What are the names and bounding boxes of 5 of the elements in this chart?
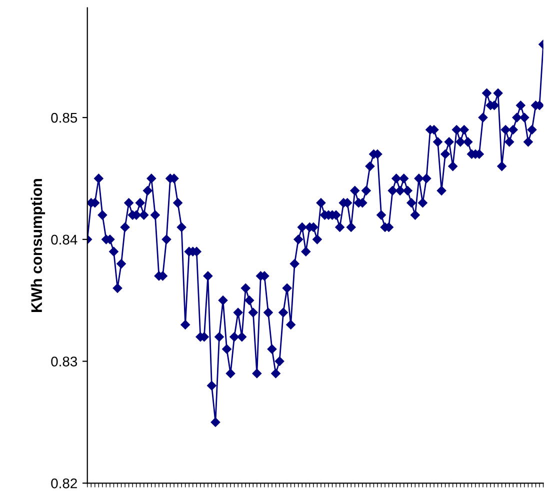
y-tick-label: 0.82 <box>51 478 77 488</box>
y-tick-label: 0.84 <box>51 234 78 245</box>
y-tick-label: 0.83 <box>51 356 78 366</box>
y-axis-title: KWh consumption <box>30 178 46 312</box>
y-tick-label: 0.85 <box>51 112 78 123</box>
